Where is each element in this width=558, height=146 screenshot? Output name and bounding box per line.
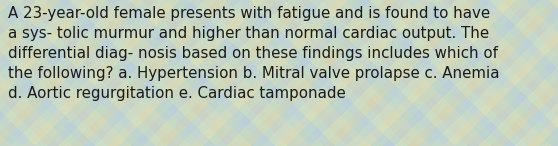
Text: A 23-year-old female presents with fatigue and is found to have
a sys- tolic mur: A 23-year-old female presents with fatig…	[8, 6, 499, 101]
